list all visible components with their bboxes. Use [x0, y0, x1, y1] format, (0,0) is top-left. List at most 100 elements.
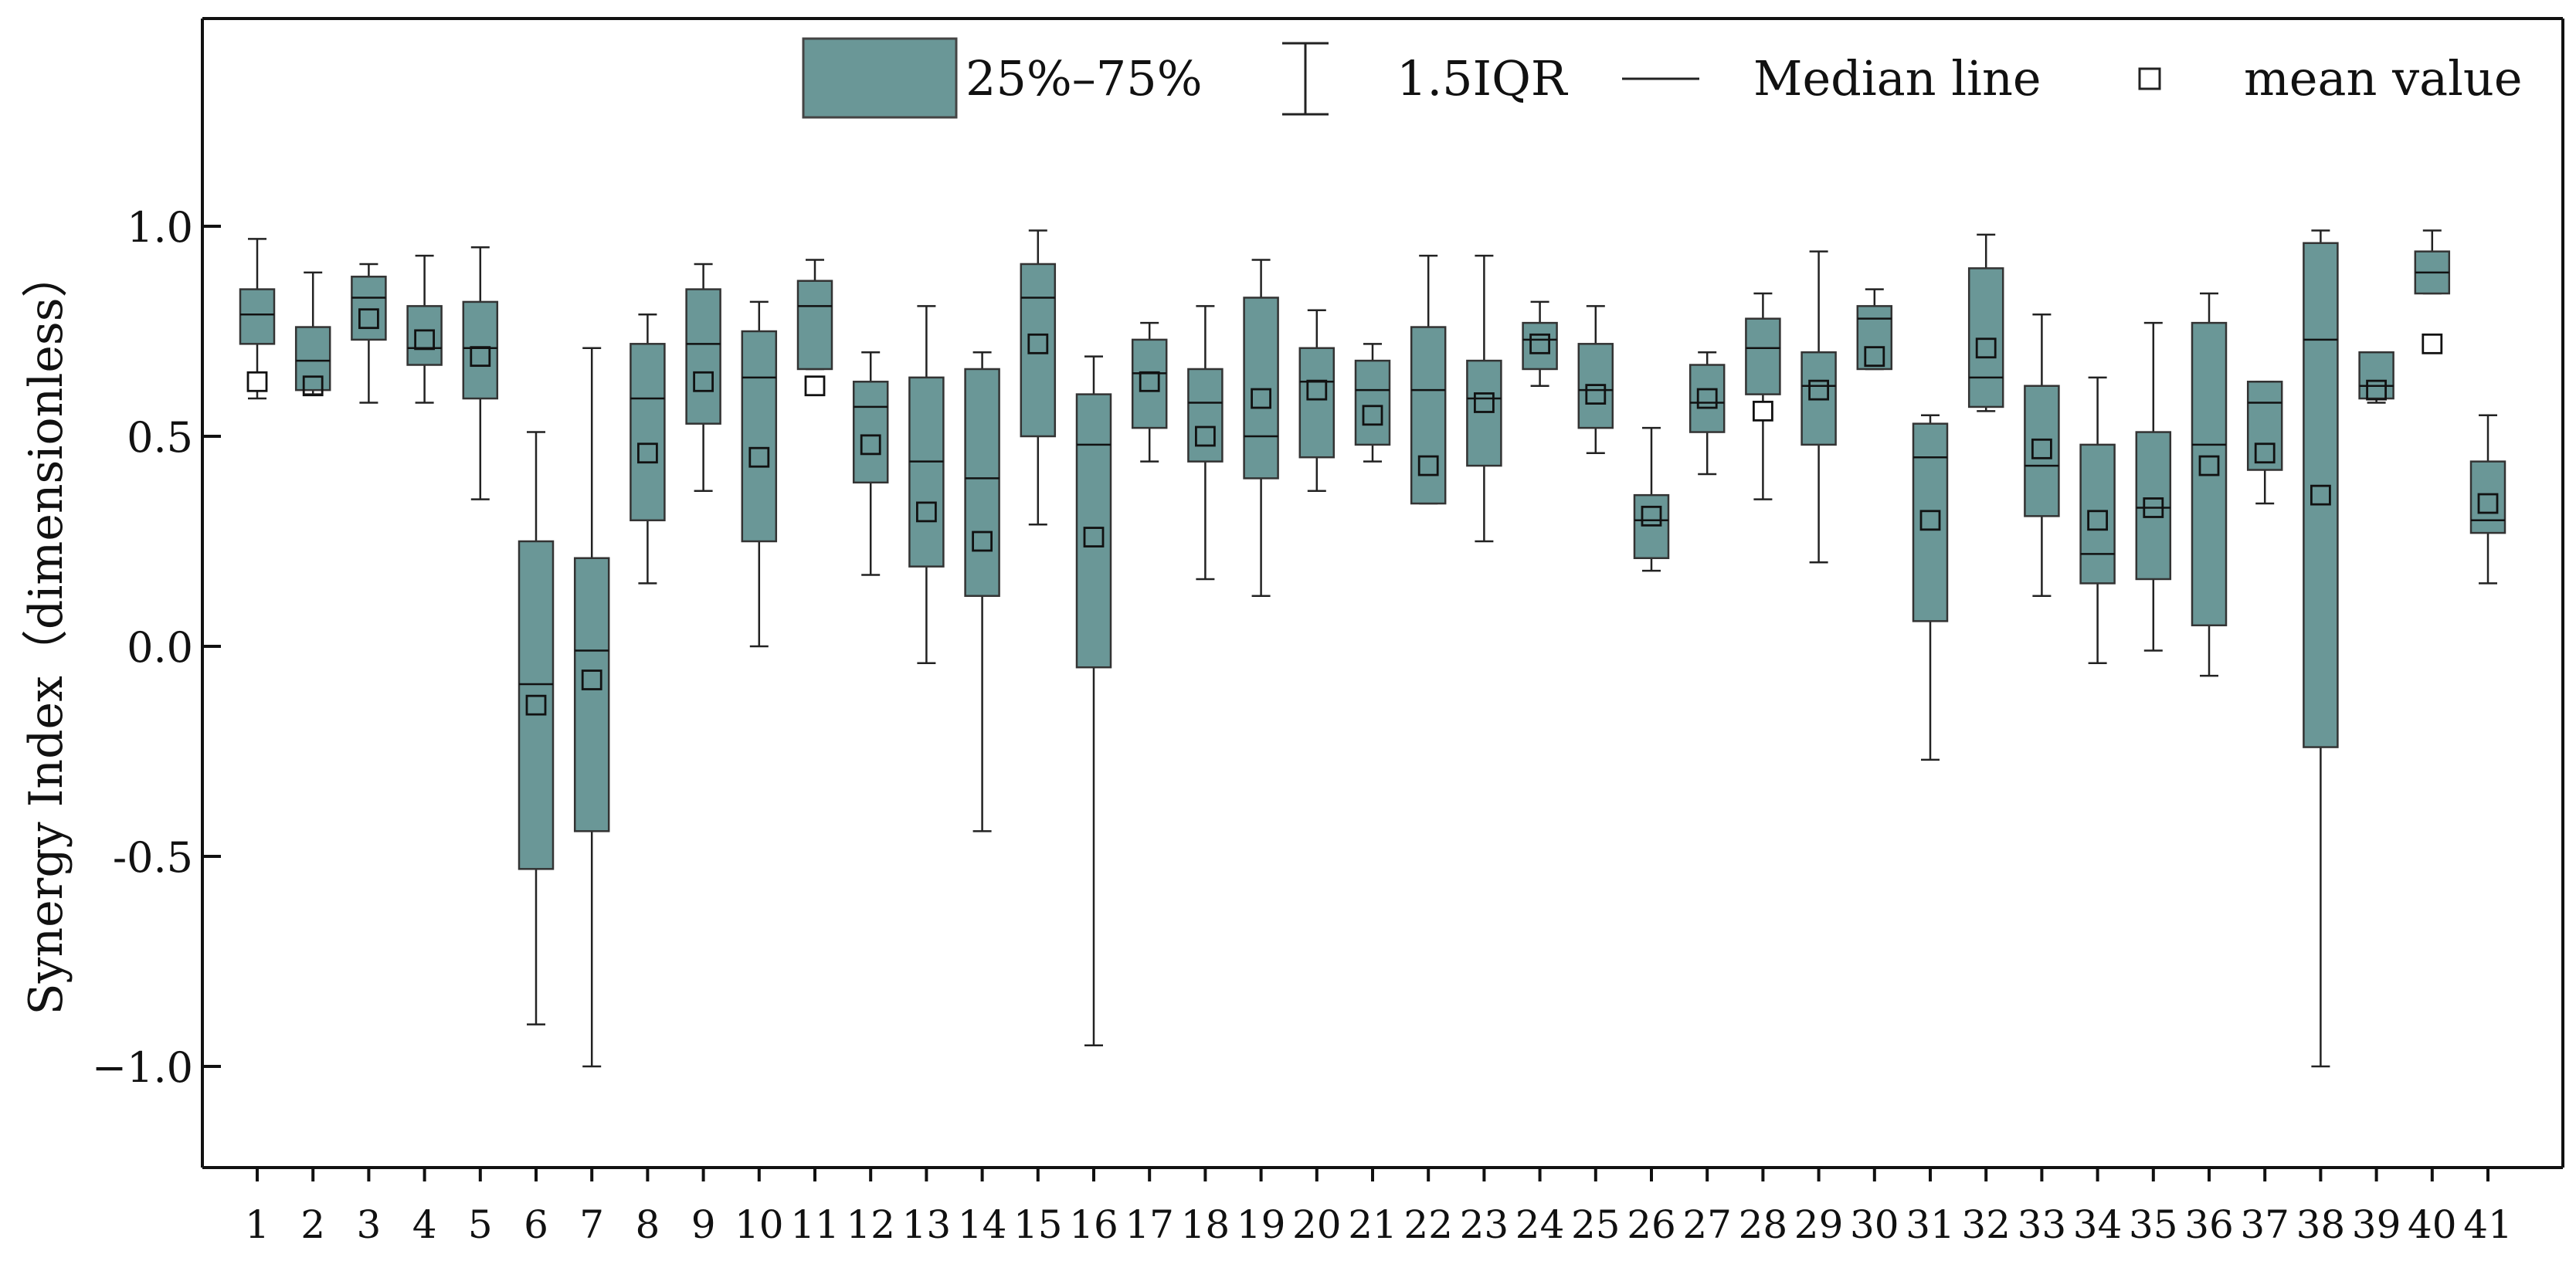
iqr-box [2469, 460, 2506, 534]
box-group [2246, 381, 2283, 505]
iqr-box [1856, 305, 1893, 371]
mean-marker [525, 694, 547, 716]
box-group [1466, 254, 1502, 543]
box-group [1187, 305, 1224, 581]
y-tick-label: -0.5 [113, 833, 193, 882]
iqr-box [2024, 385, 2060, 517]
iqr-box [796, 280, 833, 371]
iqr-box [1243, 297, 1279, 480]
box-group [1633, 426, 1670, 572]
iqr-box [685, 288, 721, 425]
box-group [1243, 259, 1279, 597]
box-group [852, 351, 889, 576]
box-group [1354, 343, 1391, 463]
iqr-box [852, 381, 889, 484]
x-tick-label: 28 [1739, 1202, 1788, 1247]
box-group [1688, 351, 1726, 476]
mean-marker [470, 346, 491, 368]
x-tick-label: 5 [468, 1202, 493, 1247]
x-tick-label: 4 [412, 1202, 437, 1247]
box-group [2135, 321, 2172, 652]
iqr-box [1688, 364, 1726, 433]
mean-marker [2477, 493, 2499, 514]
x-tick-label: 36 [2184, 1202, 2234, 1247]
mean-marker [637, 442, 658, 464]
mean-marker [1474, 392, 1495, 413]
x-tick-label: 7 [579, 1202, 604, 1247]
y-tick-label: 0.0 [127, 623, 193, 672]
iqr-box [406, 305, 443, 366]
box-group [964, 351, 1000, 832]
legend-label-box: 25%–75% [966, 50, 1203, 107]
mean-marker [2366, 379, 2388, 401]
mean-marker [2310, 484, 2331, 506]
mean-marker [916, 501, 937, 523]
x-tick-label: 29 [1794, 1202, 1844, 1247]
mean-marker [1529, 333, 1550, 354]
y-tick-label: 1.0 [127, 203, 193, 252]
mean-marker [581, 669, 602, 690]
legend-label-median: Median line [1753, 50, 2041, 107]
box-group [1131, 321, 1168, 463]
x-tick-label: 27 [1682, 1202, 1732, 1247]
iqr-box [1020, 263, 1057, 438]
x-tick-label: 18 [1181, 1202, 1230, 1247]
x-tick-label: 20 [1292, 1202, 1342, 1247]
box-group [406, 254, 443, 404]
x-tick-label: 24 [1515, 1202, 1565, 1247]
box-group [2024, 313, 2060, 597]
box-group [1410, 254, 1447, 505]
iqr-box [1354, 359, 1391, 446]
mean-marker [1641, 505, 1662, 527]
x-tick-label: 21 [1348, 1202, 1397, 1247]
x-tick-label: 22 [1403, 1202, 1453, 1247]
box-group [351, 263, 387, 404]
x-tick-label: 15 [1013, 1202, 1063, 1247]
box-group [1856, 288, 1893, 371]
mean-marker [693, 371, 714, 392]
legend-box-swatch [802, 37, 958, 119]
mean-marker [972, 531, 993, 552]
legend-whisker-symbol [1282, 42, 1329, 116]
box-group [294, 271, 331, 397]
box-group [741, 300, 778, 648]
box-group [2303, 229, 2339, 1068]
box-group [1522, 300, 1558, 387]
x-tick-label: 32 [1961, 1202, 2011, 1247]
mean-marker [1752, 400, 1773, 422]
y-axis-label: Synergy Index（dimensionless） [19, 252, 73, 1015]
box-group [239, 238, 276, 400]
iqr-box [1298, 347, 1336, 459]
mean-marker [748, 446, 770, 468]
x-tick-label: 10 [735, 1202, 784, 1247]
iqr-box [964, 368, 1000, 597]
x-tick-label: 34 [2073, 1202, 2123, 1247]
box-group [1298, 309, 1336, 492]
mean-marker [804, 375, 826, 397]
x-tick-label: 19 [1237, 1202, 1286, 1247]
box-group [573, 347, 610, 1068]
iqr-box [462, 300, 499, 400]
iqr-box [2358, 351, 2394, 400]
legend-label-mean: mean value [2244, 50, 2523, 107]
x-tick-label: 38 [2296, 1202, 2346, 1247]
mean-marker [2143, 497, 2164, 518]
iqr-box [1187, 368, 1224, 463]
iqr-box [1075, 393, 1112, 669]
x-tick-label: 26 [1627, 1202, 1676, 1247]
x-tick-label: 17 [1125, 1202, 1174, 1247]
x-tick-label: 3 [356, 1202, 381, 1247]
legend: 25%–75% 1.5IQR Median line mean value [802, 37, 2523, 119]
box-group [2191, 292, 2228, 677]
mean-marker [2422, 333, 2443, 354]
box-group [1967, 233, 2004, 412]
iqr-box [1466, 359, 1502, 467]
iqr-box [1745, 317, 1781, 395]
box-group [1912, 414, 1949, 761]
iqr-box [518, 540, 555, 870]
x-tick-label: 16 [1069, 1202, 1118, 1247]
x-tick-label: 8 [635, 1202, 660, 1247]
box-group [796, 259, 833, 397]
mean-marker [2198, 455, 2220, 476]
